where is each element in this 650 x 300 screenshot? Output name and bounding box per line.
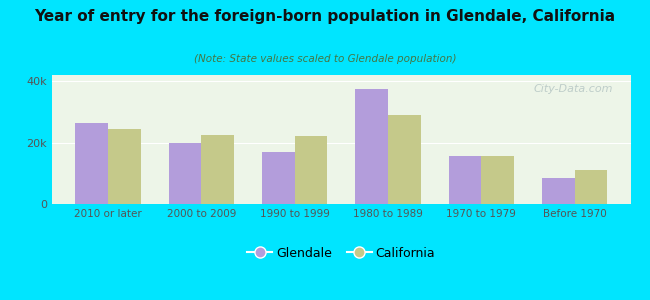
Bar — [294, 136, 327, 204]
Bar — [202, 135, 234, 204]
Bar — [448, 156, 481, 204]
Text: (Note: State values scaled to Glendale population): (Note: State values scaled to Glendale p… — [194, 54, 456, 64]
Bar — [356, 89, 388, 204]
Bar — [481, 156, 514, 204]
Bar — [108, 129, 140, 204]
Text: City-Data.com: City-Data.com — [534, 84, 613, 94]
Bar — [168, 142, 202, 204]
Bar — [262, 152, 294, 204]
Legend: Glendale, California: Glendale, California — [242, 242, 440, 265]
Text: Year of entry for the foreign-born population in Glendale, California: Year of entry for the foreign-born popul… — [34, 9, 616, 24]
Bar — [388, 115, 421, 204]
Bar — [575, 170, 607, 204]
Bar — [542, 178, 575, 204]
Bar — [75, 123, 108, 204]
